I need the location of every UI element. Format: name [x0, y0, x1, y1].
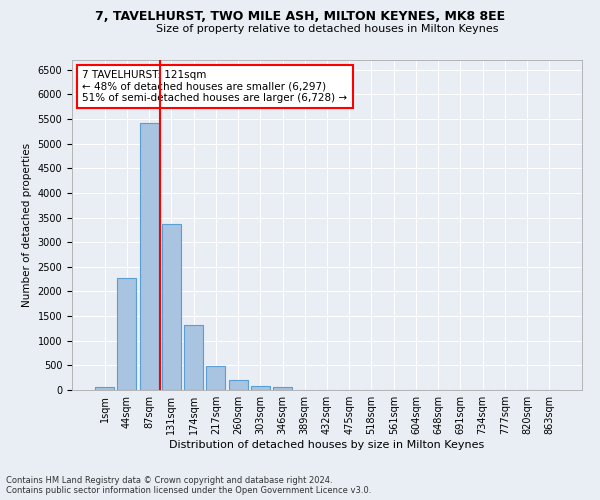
- X-axis label: Distribution of detached houses by size in Milton Keynes: Distribution of detached houses by size …: [169, 440, 485, 450]
- Bar: [95, 386, 114, 390]
- Bar: [273, 388, 292, 390]
- Text: 7 TAVELHURST: 121sqm
← 48% of detached houses are smaller (6,297)
51% of semi-de: 7 TAVELHURST: 121sqm ← 48% of detached h…: [82, 70, 347, 103]
- Bar: [251, 386, 270, 390]
- Bar: [184, 326, 203, 390]
- Bar: [162, 224, 181, 390]
- Y-axis label: Number of detached properties: Number of detached properties: [22, 143, 32, 307]
- Title: Size of property relative to detached houses in Milton Keynes: Size of property relative to detached ho…: [156, 24, 498, 34]
- Text: 7, TAVELHURST, TWO MILE ASH, MILTON KEYNES, MK8 8EE: 7, TAVELHURST, TWO MILE ASH, MILTON KEYN…: [95, 10, 505, 23]
- Text: Contains HM Land Registry data © Crown copyright and database right 2024.
Contai: Contains HM Land Registry data © Crown c…: [6, 476, 371, 495]
- Bar: [229, 380, 248, 390]
- Bar: [140, 122, 158, 390]
- Bar: [206, 366, 225, 390]
- Bar: [118, 278, 136, 390]
